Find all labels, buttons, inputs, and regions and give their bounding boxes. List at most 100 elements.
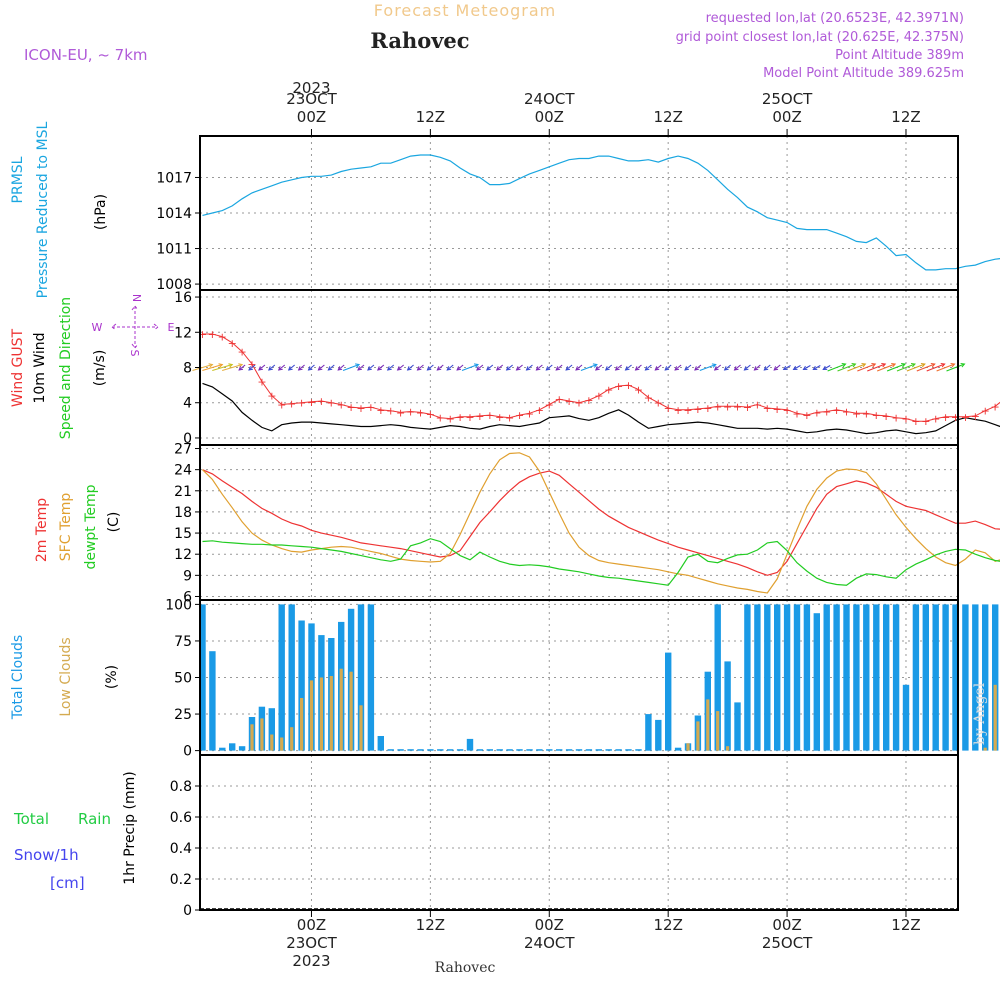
wind-arrow-head	[258, 366, 263, 371]
y-tick-label: 1011	[156, 242, 192, 258]
wind-arrow-head	[664, 366, 670, 371]
gust-marker: +	[247, 358, 256, 371]
wind-arrow-head	[753, 366, 759, 371]
wind-arrow-head	[624, 366, 630, 371]
wind-direction-arrow	[847, 363, 866, 372]
total-cloud-bar	[833, 604, 840, 751]
gust-marker: +	[951, 411, 960, 424]
wind-direction-arrow	[906, 363, 926, 372]
bottom-time-label: 12Z	[653, 916, 682, 934]
wind-direction-arrow	[615, 364, 622, 371]
gust-marker: +	[683, 404, 692, 417]
total-cloud-bar	[952, 604, 959, 751]
wind-arrow-head	[396, 366, 402, 371]
wind-direction-arrow	[946, 363, 965, 372]
wind-arrow-head	[485, 366, 491, 371]
total-cloud-bar	[714, 604, 721, 751]
y-tick-label: 1014	[156, 206, 192, 222]
wind-arrow-head	[575, 366, 581, 371]
gust-marker: +	[376, 404, 385, 417]
total-cloud-bar	[546, 749, 553, 751]
wind-arrow-head	[743, 366, 749, 371]
wind-direction-arrow	[793, 365, 801, 370]
wind-arrow-head	[592, 363, 598, 368]
y-tick-label: 9	[183, 568, 192, 584]
gust-marker: +	[782, 404, 791, 417]
wind-arrow-head	[654, 366, 660, 371]
gust-marker: +	[346, 401, 355, 414]
gust-marker: +	[812, 406, 821, 419]
wind-arrow-head	[634, 366, 640, 371]
gust-marker: +	[822, 406, 831, 419]
gust-marker: +	[307, 396, 316, 409]
total-cloud-bar	[754, 604, 761, 751]
low-cloud-bar	[706, 699, 710, 751]
low-cloud-bar	[686, 743, 690, 751]
wind-direction-arrow	[446, 364, 454, 371]
total-cloud-bar	[863, 604, 870, 751]
wind-arrow-head	[614, 366, 620, 371]
gust-marker: +	[703, 402, 712, 415]
wind-direction-arrow	[238, 364, 246, 371]
precip-snow-label: Snow/1h	[14, 846, 79, 864]
gust-marker: +	[327, 397, 336, 410]
total-cloud-bar	[377, 736, 384, 751]
temp2m-line	[202, 469, 1000, 576]
total-cloud-bar	[962, 604, 969, 751]
gust-marker: +	[277, 398, 286, 411]
top-time-label: 25OCT	[762, 90, 813, 108]
gust-marker: +	[723, 400, 732, 413]
wind-direction-arrow	[367, 364, 375, 371]
y-tick-label: 6	[183, 589, 192, 605]
total-cloud-bar	[823, 604, 830, 751]
total-cloud-bar	[774, 604, 781, 751]
wind-arrow-head	[812, 365, 818, 371]
clouds-unit: (%)	[104, 665, 120, 689]
gust-marker: +	[921, 415, 930, 428]
low-cloud-bar	[339, 668, 343, 751]
wind-direction-arrow	[605, 364, 613, 371]
gust-marker: +	[634, 384, 643, 397]
total-cloud-bar	[803, 604, 811, 751]
wind-arrow-head	[940, 363, 946, 368]
wind-direction-arrow	[734, 364, 741, 371]
wind10m-label: 10m Wind	[32, 332, 48, 403]
wind-direction-arrow	[298, 364, 305, 371]
gust-marker: +	[426, 408, 435, 421]
wind-direction-arrow	[407, 364, 414, 371]
gust-marker: +	[584, 394, 593, 407]
wind-arrow-head	[317, 366, 323, 371]
low-clouds-label: Low Clouds	[58, 637, 74, 716]
low-cloud-bar	[309, 680, 314, 751]
total-cloud-bar	[357, 604, 365, 751]
total-cloud-bar	[516, 749, 523, 751]
watermark: by Angel	[972, 682, 988, 745]
total-cloud-bar	[605, 749, 612, 751]
low-cloud-bar	[716, 711, 720, 751]
gust-label: Wind GUST	[10, 328, 26, 407]
total-cloud-bar	[674, 747, 682, 751]
total-cloud-bar	[912, 604, 920, 751]
total-cloud-bar	[238, 746, 246, 751]
wind-direction-arrow	[714, 364, 722, 371]
total-cloud-bar	[209, 651, 216, 751]
gust-marker: +	[396, 406, 405, 419]
low-cloud-bar	[993, 684, 997, 751]
total-cloud-bar	[397, 749, 404, 751]
wind-arrow-head	[337, 366, 343, 371]
pressure-label-full: Pressure Reduced to MSL	[35, 121, 51, 298]
compass-e: E	[168, 321, 175, 334]
gust-marker: +	[297, 397, 306, 410]
total-cloud-bar	[288, 604, 295, 751]
gust-marker: +	[436, 412, 445, 425]
wind-direction-arrow	[674, 364, 682, 371]
wind-arrow-head	[711, 363, 717, 368]
wind-arrow-head	[920, 363, 926, 368]
wind-arrow-head	[456, 366, 462, 371]
y-tick-label: 50	[174, 671, 192, 687]
requested-coords: requested lon,lat (20.6523E, 42.3971N)	[706, 11, 964, 26]
wind-direction-arrow	[754, 364, 761, 371]
total-cloud-bar	[387, 749, 394, 751]
total-cloud-bar	[972, 604, 979, 751]
